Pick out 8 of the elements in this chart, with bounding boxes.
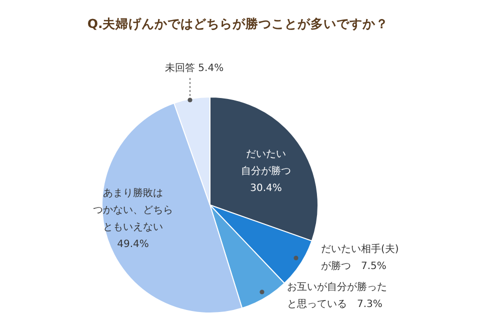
slice-label: だいたい自分が勝つ — [241, 149, 291, 177]
slice-label: 未回答 5.4% — [165, 62, 224, 74]
data-label: 49.4% — [117, 239, 149, 250]
slice-label: だいたい相手(夫)が勝つ 7.5% — [321, 243, 399, 272]
data-label: 30.4% — [250, 183, 282, 194]
slice-label: お互いが自分が勝ったと思っている 7.3% — [287, 281, 387, 310]
slice-label: あまり勝敗はつかない、どちらともいえない — [93, 187, 173, 233]
chart-title: Q.夫婦げんかではどちらが勝つことが多いですか？ — [87, 16, 389, 31]
